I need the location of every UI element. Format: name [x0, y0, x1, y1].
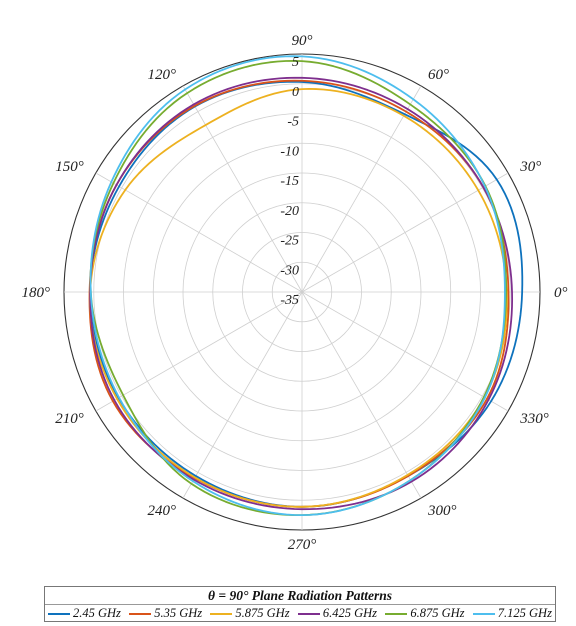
legend-swatch	[472, 612, 495, 615]
legend-item: 6.425 GHz	[297, 606, 378, 621]
series-line-7-125-ghz	[89, 55, 506, 517]
legend-swatch	[297, 612, 320, 615]
legend-swatch	[210, 612, 233, 615]
radial-tick-label: -35	[280, 293, 299, 308]
angle-tick-label: 330°	[519, 411, 549, 427]
legend-swatch	[129, 612, 152, 615]
legend-label: 6.875 GHz	[410, 606, 465, 620]
legend: θ = 90° Plane Radiation Patterns 2.45 GH…	[44, 586, 556, 622]
angle-tick-label: 60°	[428, 67, 449, 83]
grid-spoke	[301, 291, 422, 499]
angle-tick-label: 270°	[288, 537, 317, 553]
radial-tick-label: -30	[280, 263, 299, 278]
radial-tick-label: -20	[280, 204, 299, 219]
angle-tick-label: 300°	[427, 503, 457, 519]
radial-tick-label: 0	[292, 85, 299, 100]
radial-tick-label: -25	[280, 234, 299, 249]
grid-spoke	[301, 172, 509, 293]
legend-item: 2.45 GHz	[48, 606, 121, 621]
angle-tick-label: 0°	[554, 285, 568, 301]
legend-label: 5.875 GHz	[235, 606, 290, 620]
grid-spoke	[95, 172, 303, 293]
angle-tick-label: 210°	[55, 411, 84, 427]
angle-tick-label: 240°	[148, 503, 177, 519]
legend-label: 6.425 GHz	[322, 606, 378, 620]
legend-label: 2.45 GHz	[73, 606, 121, 620]
legend-item: 6.875 GHz	[385, 606, 464, 621]
legend-item: 5.35 GHz	[129, 606, 202, 621]
angle-tick-label: 90°	[292, 33, 313, 49]
radial-tick-label: -5	[287, 115, 299, 130]
radial-tick-label: 5	[292, 55, 299, 70]
angle-tick-label: 120°	[148, 67, 177, 83]
grid-spoke	[95, 291, 303, 412]
legend-swatch	[385, 612, 408, 615]
tick-labels: 5 0 -5 -10 -15 -20 -25 -30 -35 0° 30° 60° 90° 120° 150…	[22, 33, 568, 553]
legend-label: 5.35 GHz	[154, 606, 203, 620]
grid-spoke	[301, 291, 509, 412]
radial-tick-label: -10	[280, 144, 299, 159]
angle-tick-label: 180°	[22, 285, 51, 301]
legend-swatch	[48, 612, 70, 615]
legend-item: 7.125 GHz	[472, 606, 552, 621]
legend-title: θ = 90° Plane Radiation Patterns	[45, 587, 555, 605]
polar-chart: 5 0 -5 -10 -15 -20 -25 -30 -35 0° 30° 60° 90° 120° 150…	[22, 33, 568, 553]
angle-tick-label: 30°	[519, 159, 541, 175]
series-group	[88, 55, 524, 517]
legend-label: 7.125 GHz	[497, 606, 552, 620]
grid-spoke	[182, 291, 303, 499]
angle-tick-label: 150°	[55, 159, 84, 175]
grid-spoke	[182, 85, 303, 293]
legend-item: 5.875 GHz	[210, 606, 290, 621]
grid-spoke	[301, 85, 422, 293]
legend-items: 2.45 GHz 5.35 GHz 5.875 GHz 6.425 GHz 6.875 …	[45, 605, 555, 622]
polar-grid	[63, 53, 541, 531]
radial-tick-label: -15	[280, 174, 299, 189]
